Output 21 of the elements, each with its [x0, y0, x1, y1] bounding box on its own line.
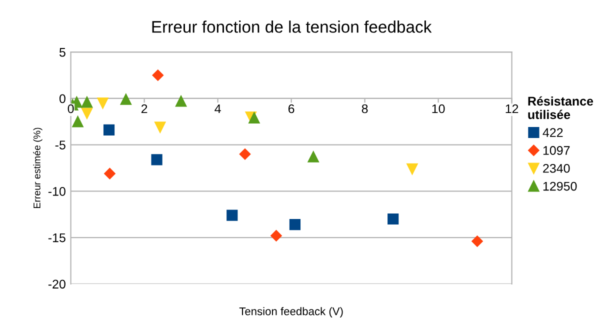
legend-label: 12950	[543, 182, 577, 191]
x-axis-title: Tension feedback (V)	[239, 307, 343, 318]
y-tick-label: -5	[55, 140, 66, 150]
y-tick-label: -15	[48, 233, 66, 242]
y-tick-label: -20	[48, 280, 66, 289]
x-tick-label: 6	[288, 104, 294, 114]
legend-title: Résistance utilisée	[528, 96, 594, 120]
x-tick-label: 10	[432, 104, 445, 114]
x-tick-label: 2	[141, 104, 148, 114]
x-tick-label: 4	[214, 104, 221, 114]
x-tick-label: 8	[362, 104, 368, 114]
y-tick-label: 0	[59, 94, 66, 104]
y-tick-label: 5	[59, 48, 66, 57]
legend-label: 2340	[543, 164, 570, 173]
y-tick-label: -10	[48, 186, 66, 196]
legend-label: 1097	[543, 146, 570, 155]
y-axis-title: Erreur estimée (%)	[33, 128, 42, 208]
x-tick-label: 12	[506, 104, 518, 114]
chart-title: Erreur fonction de la tension feedback	[152, 20, 432, 33]
x-tick-label: 0	[68, 104, 74, 114]
legend-label: 422	[542, 128, 563, 137]
